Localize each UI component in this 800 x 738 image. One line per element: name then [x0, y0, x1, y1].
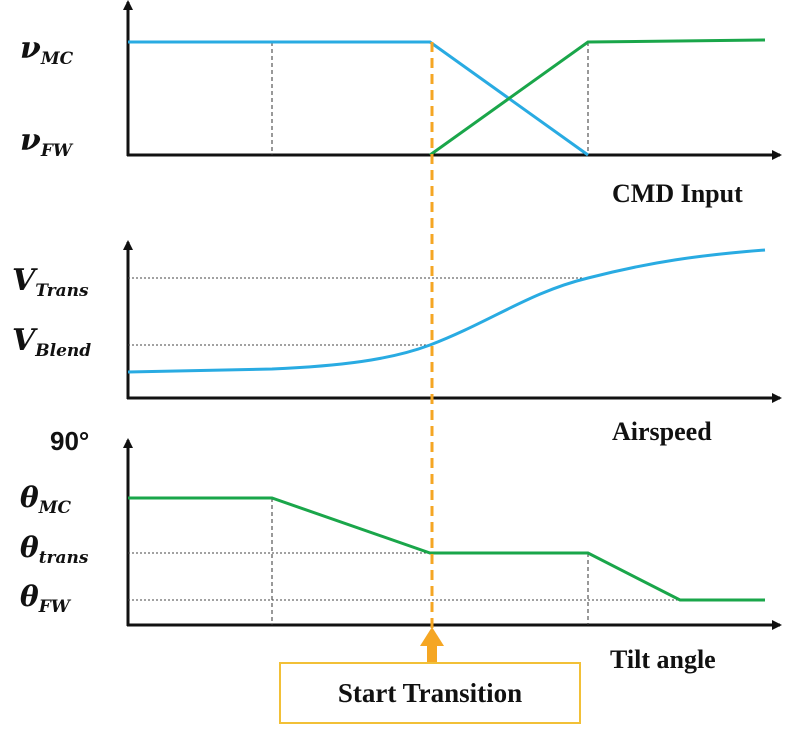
- tilt-angle-panel: 90° θMC θtrans θFW Tilt angle: [20, 426, 782, 674]
- mc-command-line: [128, 40, 589, 157]
- label-nu-mc: νMC: [20, 31, 74, 69]
- label-nu-fw: νFW: [20, 123, 74, 161]
- airspeed-curve: [127, 248, 766, 374]
- airspeed-panel: VTrans VBlend Airspeed: [12, 240, 782, 446]
- arrow-up-icon: [420, 627, 444, 646]
- arrow-shaft: [427, 644, 437, 664]
- label-theta-trans: θtrans: [20, 531, 89, 568]
- x-label-cmd-input: CMD Input: [612, 179, 743, 208]
- x-label-airspeed: Airspeed: [612, 417, 712, 446]
- label-theta-fw: θFW: [20, 580, 72, 617]
- fw-command-line: [429, 38, 766, 157]
- label-v-blend: VBlend: [12, 323, 91, 361]
- tilt-angle-line: [128, 496, 765, 602]
- cmd-input-panel: νMC νFW CMD Input: [20, 0, 782, 208]
- label-v-trans: VTrans: [12, 263, 89, 301]
- x-label-tilt-angle: Tilt angle: [610, 645, 716, 674]
- label-theta-mc: θMC: [20, 481, 72, 518]
- label-90-deg: 90°: [50, 426, 89, 456]
- start-transition-box: Start Transition: [279, 662, 581, 724]
